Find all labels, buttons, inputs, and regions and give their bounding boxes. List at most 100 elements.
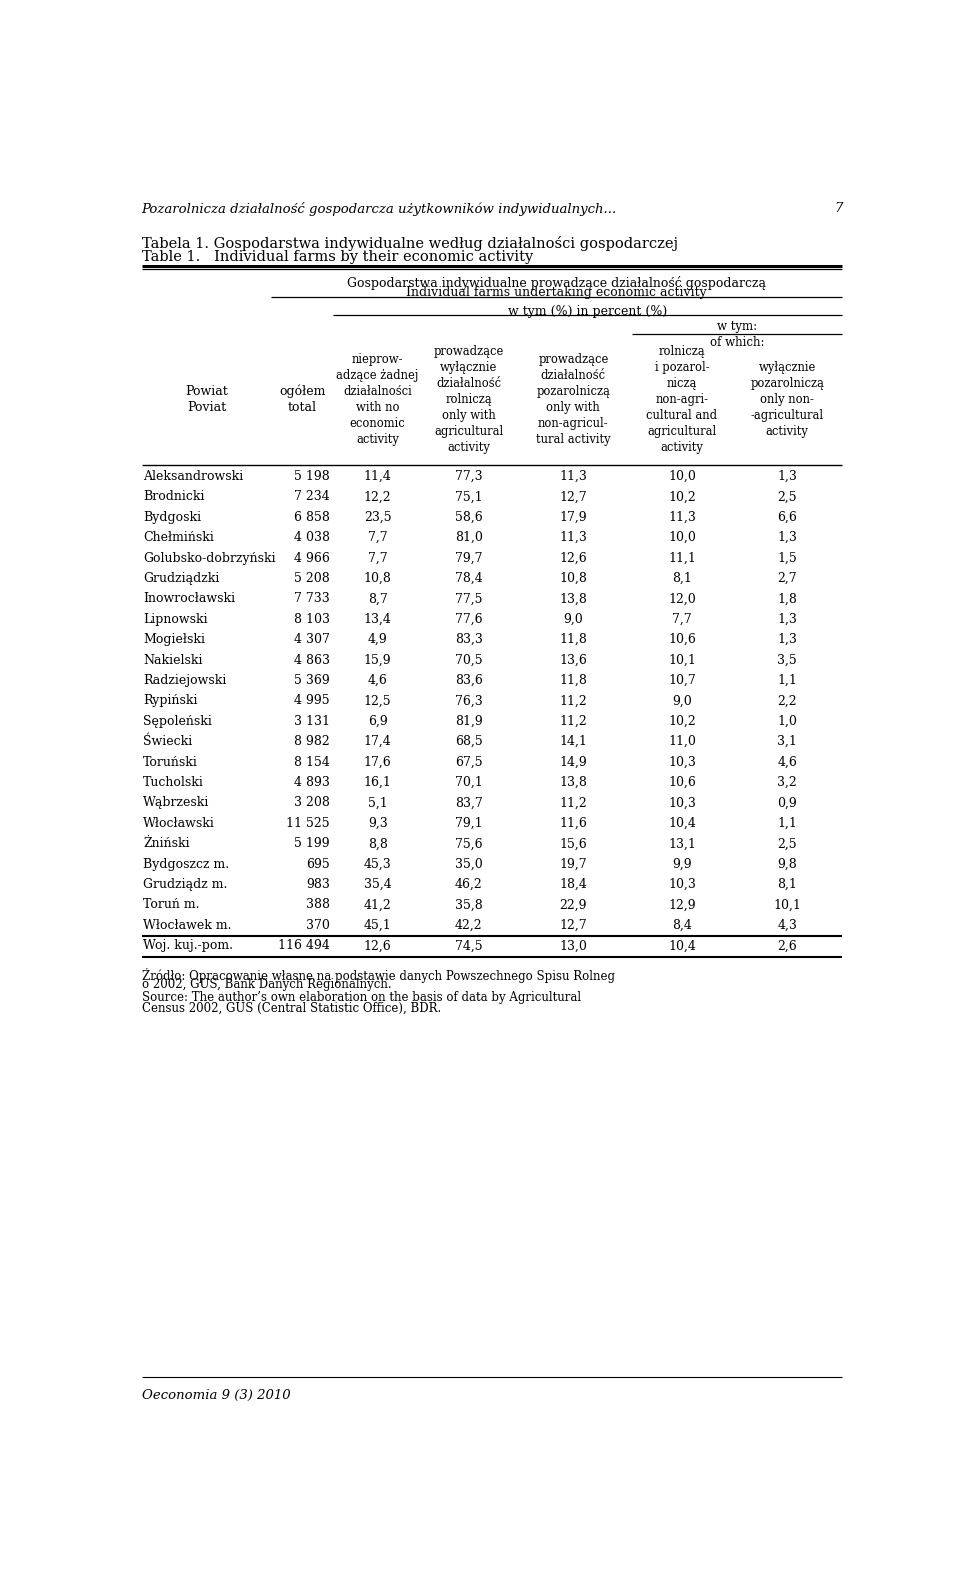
- Text: 83,6: 83,6: [455, 675, 483, 687]
- Text: 4 995: 4 995: [295, 694, 330, 708]
- Text: 1,3: 1,3: [778, 612, 797, 625]
- Text: 7,7: 7,7: [368, 552, 388, 565]
- Text: Nakielski: Nakielski: [143, 654, 203, 667]
- Text: 17,9: 17,9: [560, 510, 588, 523]
- Text: 5,1: 5,1: [368, 796, 388, 810]
- Text: 13,8: 13,8: [560, 592, 588, 606]
- Text: ogółem
total: ogółem total: [279, 384, 325, 415]
- Text: 8,7: 8,7: [368, 592, 388, 606]
- Text: 13,6: 13,6: [560, 654, 588, 667]
- Text: 7,7: 7,7: [672, 612, 692, 625]
- Text: Wąbrzeski: Wąbrzeski: [143, 796, 209, 810]
- Text: prowadzące
działalność
pozarolniczą
only with
non-agricul-
tural activity: prowadzące działalność pozarolniczą only…: [536, 352, 611, 445]
- Text: Lipnowski: Lipnowski: [143, 612, 208, 625]
- Text: 9,0: 9,0: [672, 694, 692, 708]
- Text: 3,2: 3,2: [778, 777, 797, 790]
- Text: 7 733: 7 733: [295, 592, 330, 606]
- Text: 3 131: 3 131: [294, 715, 330, 727]
- Text: 7 234: 7 234: [295, 490, 330, 504]
- Text: o 2002, GUS, Bank Danych Regionalnych.: o 2002, GUS, Bank Danych Regionalnych.: [142, 978, 392, 992]
- Text: w tym (%) in percent (%): w tym (%) in percent (%): [508, 305, 667, 317]
- Text: 4 966: 4 966: [294, 552, 330, 565]
- Text: 10,0: 10,0: [668, 531, 696, 544]
- Text: 45,1: 45,1: [364, 919, 392, 931]
- Text: Tucholski: Tucholski: [143, 777, 204, 790]
- Text: 11,8: 11,8: [560, 633, 588, 646]
- Text: 2,5: 2,5: [778, 837, 797, 850]
- Text: 11,3: 11,3: [560, 471, 588, 483]
- Text: Grudziądz m.: Grudziądz m.: [143, 879, 228, 892]
- Text: 1,3: 1,3: [778, 633, 797, 646]
- Text: 17,6: 17,6: [364, 756, 392, 769]
- Text: 12,6: 12,6: [560, 552, 588, 565]
- Text: 70,5: 70,5: [455, 654, 483, 667]
- Text: 10,8: 10,8: [364, 573, 392, 585]
- Text: 77,5: 77,5: [455, 592, 483, 606]
- Text: 76,3: 76,3: [455, 694, 483, 708]
- Text: 5 199: 5 199: [295, 837, 330, 850]
- Text: 35,8: 35,8: [455, 898, 483, 911]
- Text: Radziejowski: Radziejowski: [143, 675, 227, 687]
- Text: 12,2: 12,2: [364, 490, 392, 504]
- Text: 19,7: 19,7: [560, 858, 588, 871]
- Text: prowadzące
wyłącznie
działalność
rolniczą
only with
agricultural
activity: prowadzące wyłącznie działalność rolnicz…: [434, 345, 504, 455]
- Text: Bydgoszcz m.: Bydgoszcz m.: [143, 858, 229, 871]
- Text: 77,3: 77,3: [455, 471, 483, 483]
- Text: 4,3: 4,3: [778, 919, 797, 931]
- Text: w tym:
of which:: w tym: of which:: [709, 321, 764, 349]
- Text: 8 982: 8 982: [295, 735, 330, 748]
- Text: 12,6: 12,6: [364, 939, 392, 952]
- Text: 75,1: 75,1: [455, 490, 483, 504]
- Text: 9,9: 9,9: [672, 858, 692, 871]
- Text: 8 154: 8 154: [294, 756, 330, 769]
- Text: 13,0: 13,0: [560, 939, 588, 952]
- Text: 81,0: 81,0: [455, 531, 483, 544]
- Text: Powiat
Poviat: Powiat Poviat: [185, 384, 228, 413]
- Text: 2,7: 2,7: [778, 573, 797, 585]
- Text: 1,3: 1,3: [778, 531, 797, 544]
- Text: 9,3: 9,3: [368, 817, 388, 829]
- Text: 14,9: 14,9: [560, 756, 588, 769]
- Text: 10,2: 10,2: [668, 715, 696, 727]
- Text: Golubsko-dobrzyński: Golubsko-dobrzyński: [143, 552, 276, 565]
- Text: 35,0: 35,0: [455, 858, 483, 871]
- Text: 75,6: 75,6: [455, 837, 483, 850]
- Text: Mogiełski: Mogiełski: [143, 633, 205, 646]
- Text: 7: 7: [834, 203, 842, 215]
- Text: 2,5: 2,5: [778, 490, 797, 504]
- Text: 5 198: 5 198: [295, 471, 330, 483]
- Text: 4 863: 4 863: [294, 654, 330, 667]
- Text: 46,2: 46,2: [455, 879, 483, 892]
- Text: Świecki: Świecki: [143, 735, 193, 748]
- Text: 11,2: 11,2: [560, 796, 588, 810]
- Text: Individual farms undertaking economic activity: Individual farms undertaking economic ac…: [406, 286, 708, 300]
- Text: Table 1.   Individual farms by their economic activity: Table 1. Individual farms by their econo…: [142, 250, 533, 263]
- Text: 3 208: 3 208: [294, 796, 330, 810]
- Text: 4 038: 4 038: [294, 531, 330, 544]
- Text: 11,8: 11,8: [560, 675, 588, 687]
- Text: 13,1: 13,1: [668, 837, 696, 850]
- Text: 10,3: 10,3: [668, 756, 696, 769]
- Text: Tabela 1. Gospodarstwa indywidualne według działalności gospodarczej: Tabela 1. Gospodarstwa indywidualne wedł…: [142, 236, 678, 250]
- Text: 1,0: 1,0: [778, 715, 797, 727]
- Text: 17,4: 17,4: [364, 735, 392, 748]
- Text: 41,2: 41,2: [364, 898, 392, 911]
- Text: 11,2: 11,2: [560, 694, 588, 708]
- Text: 35,4: 35,4: [364, 879, 392, 892]
- Text: 9,8: 9,8: [778, 858, 797, 871]
- Text: 81,9: 81,9: [455, 715, 483, 727]
- Text: 1,5: 1,5: [778, 552, 797, 565]
- Text: 58,6: 58,6: [455, 510, 483, 523]
- Text: 4 307: 4 307: [294, 633, 330, 646]
- Text: 0,9: 0,9: [778, 796, 797, 810]
- Text: 695: 695: [306, 858, 330, 871]
- Text: 10,6: 10,6: [668, 777, 696, 790]
- Text: 10,3: 10,3: [668, 879, 696, 892]
- Text: 11,2: 11,2: [560, 715, 588, 727]
- Text: 4 893: 4 893: [294, 777, 330, 790]
- Text: 2,6: 2,6: [778, 939, 797, 952]
- Text: 8,1: 8,1: [778, 879, 797, 892]
- Text: 11,6: 11,6: [560, 817, 588, 829]
- Text: 11 525: 11 525: [286, 817, 330, 829]
- Text: 77,6: 77,6: [455, 612, 483, 625]
